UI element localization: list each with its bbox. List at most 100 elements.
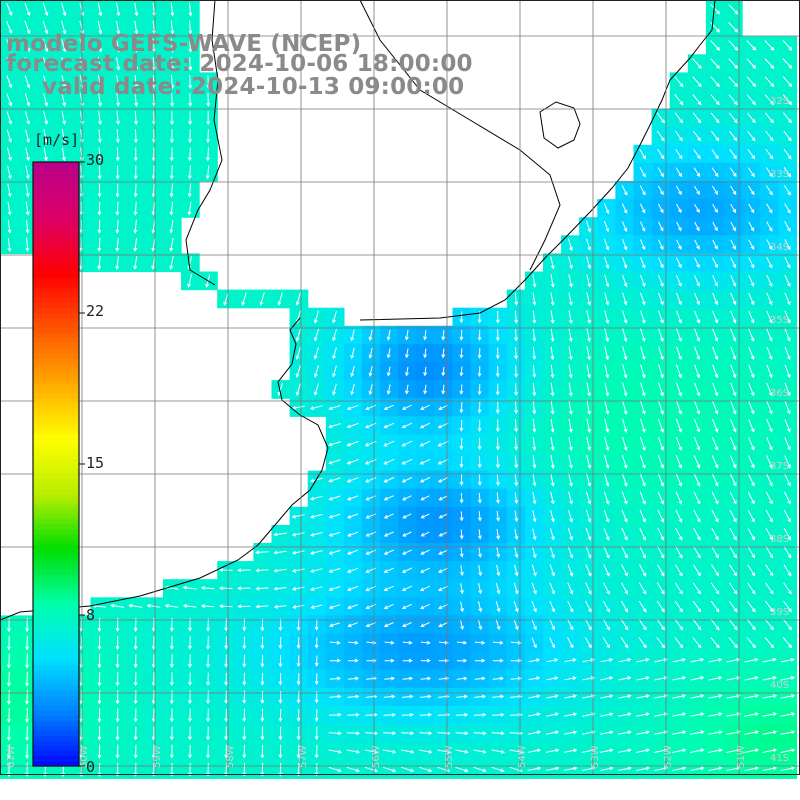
wind-arrow [223, 292, 229, 306]
wind-arrow [513, 601, 519, 613]
wind-arrow [7, 201, 12, 216]
wind-arrow [401, 404, 412, 410]
wind-arrow [456, 658, 468, 663]
wind-arrow [329, 658, 341, 663]
wind-arrow [549, 564, 555, 577]
wind-arrow [568, 491, 573, 505]
wind-arrow [658, 382, 664, 397]
wind-arrow [478, 565, 483, 577]
wind-arrow [423, 366, 428, 377]
wind-arrow [495, 601, 501, 613]
wind-arrow [350, 365, 355, 378]
wind-arrow [726, 676, 741, 681]
wind-arrow [420, 549, 430, 555]
wind-arrow [730, 382, 737, 397]
wind-arrow [151, 219, 156, 234]
wind-arrow [746, 94, 756, 106]
wind-arrow [657, 509, 665, 523]
wind-arrow [314, 673, 319, 686]
colorbar-swatch [33, 730, 79, 737]
wind-arrow [115, 762, 120, 777]
wind-arrow [255, 568, 269, 573]
colorbar-swatch [33, 705, 79, 712]
wind-arrow [603, 220, 610, 233]
lat-label: 35S [770, 315, 789, 326]
valid-date: valid date: 2024-10-13 09:00:00 [42, 74, 465, 100]
wind-arrow [115, 147, 120, 162]
wind-arrow [674, 619, 684, 631]
wind-arrow [116, 56, 121, 71]
wind-arrow [383, 603, 394, 610]
wind-arrow [748, 382, 755, 397]
wind-arrow [310, 550, 323, 555]
wind-arrow [585, 582, 592, 595]
wind-arrow [621, 546, 628, 559]
wind-arrow [97, 75, 103, 89]
wind-arrow [328, 423, 341, 429]
wind-arrow [585, 220, 592, 233]
wind-arrow [459, 348, 464, 359]
wind-arrow [620, 582, 628, 595]
wind-arrow [347, 622, 358, 628]
wind-arrow [748, 400, 755, 415]
wind-arrow [260, 744, 265, 759]
wind-arrow [784, 473, 791, 487]
wind-arrow [675, 509, 683, 523]
wind-arrow [456, 694, 468, 699]
wind-arrow [364, 422, 377, 429]
wind-arrow [328, 766, 342, 773]
wind-arrow [97, 690, 102, 705]
wind-arrow [459, 402, 464, 414]
colorbar-swatch [33, 569, 79, 576]
wind-arrow [618, 694, 632, 699]
wind-arrow [313, 365, 319, 378]
wind-arrow [346, 567, 359, 573]
wind-arrow [6, 147, 12, 162]
wind-arrow [133, 672, 138, 687]
wind-arrow [128, 603, 143, 608]
wind-arrow [441, 366, 446, 377]
wind-arrow [748, 274, 755, 287]
wind-arrow [438, 567, 449, 573]
wind-arrow [169, 237, 174, 252]
wind-arrow [764, 637, 775, 649]
wind-arrow [328, 495, 341, 501]
wind-arrow [187, 129, 192, 144]
wind-arrow [328, 549, 341, 555]
wind-arrow [621, 564, 628, 577]
wind-arrow [260, 618, 265, 632]
wind-arrow [459, 456, 464, 469]
wind-arrow [97, 38, 103, 53]
wind-arrow [765, 491, 773, 505]
wind-arrow [653, 730, 669, 735]
wind-arrow [622, 346, 628, 361]
wind-arrow [694, 221, 700, 232]
wind-arrow [748, 221, 755, 232]
wind-arrow [568, 292, 573, 306]
wind-arrow [729, 473, 737, 487]
wind-arrow [708, 748, 723, 753]
wind-arrow [514, 473, 519, 487]
wind-arrow [346, 459, 359, 465]
wind-arrow [639, 148, 647, 160]
wind-arrow [710, 618, 720, 631]
wind-arrow [309, 405, 323, 410]
wind-arrow [564, 694, 578, 699]
colorbar-swatch [33, 735, 79, 742]
wind-arrow [602, 637, 611, 649]
wind-arrow [97, 183, 102, 198]
wind-arrow [692, 112, 702, 124]
wind-arrow [640, 221, 646, 232]
wind-arrow [585, 509, 592, 523]
wind-arrow [420, 694, 432, 699]
wind-arrow [729, 149, 737, 160]
colorbar-swatch [33, 750, 79, 757]
wind-arrow [531, 582, 537, 595]
wind-arrow [206, 74, 211, 89]
wind-arrow [780, 676, 796, 681]
wind-arrow [134, 93, 139, 108]
wind-arrow [586, 364, 591, 379]
wind-arrow [133, 219, 138, 234]
colorbar-swatch [33, 363, 79, 369]
wind-arrow [748, 239, 755, 250]
